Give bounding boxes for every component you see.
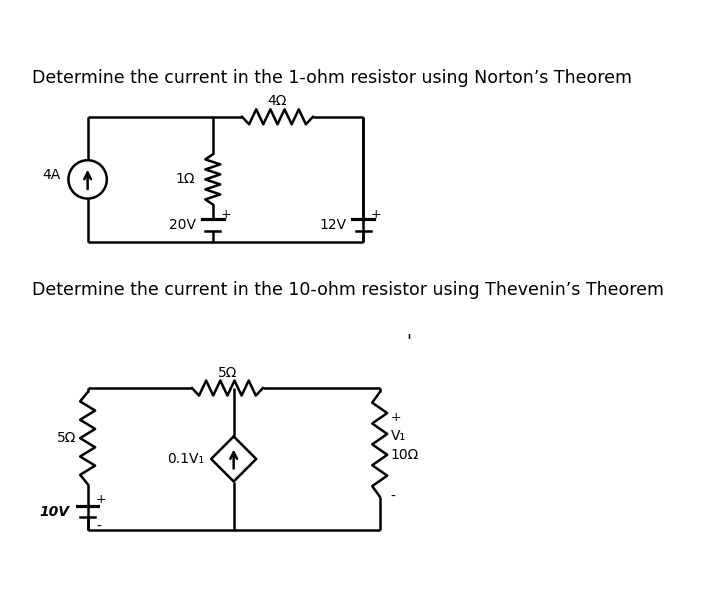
Text: 10V: 10V: [39, 505, 69, 518]
Text: 20V: 20V: [169, 218, 196, 232]
Text: V₁: V₁: [391, 428, 405, 443]
Text: -: -: [391, 489, 396, 503]
Text: Determine the current in the 1-ohm resistor using Norton’s Theorem: Determine the current in the 1-ohm resis…: [32, 69, 632, 87]
Text: +: +: [96, 492, 106, 506]
Text: 10Ω: 10Ω: [391, 448, 419, 462]
Text: -: -: [96, 520, 101, 534]
Text: 4Ω: 4Ω: [268, 94, 287, 108]
Text: 0.1V₁: 0.1V₁: [167, 452, 204, 466]
Text: +: +: [221, 208, 231, 221]
Text: 12V: 12V: [319, 218, 346, 232]
Text: +: +: [391, 411, 401, 423]
Text: +: +: [371, 208, 381, 221]
Text: 5Ω: 5Ω: [57, 431, 77, 445]
Text: ': ': [406, 333, 412, 351]
Text: 4A: 4A: [43, 168, 61, 182]
Text: Determine the current in the 10-ohm resistor using Thevenin’s Theorem: Determine the current in the 10-ohm resi…: [32, 281, 663, 299]
Text: 5Ω: 5Ω: [218, 365, 237, 380]
Text: 1Ω: 1Ω: [175, 172, 195, 186]
